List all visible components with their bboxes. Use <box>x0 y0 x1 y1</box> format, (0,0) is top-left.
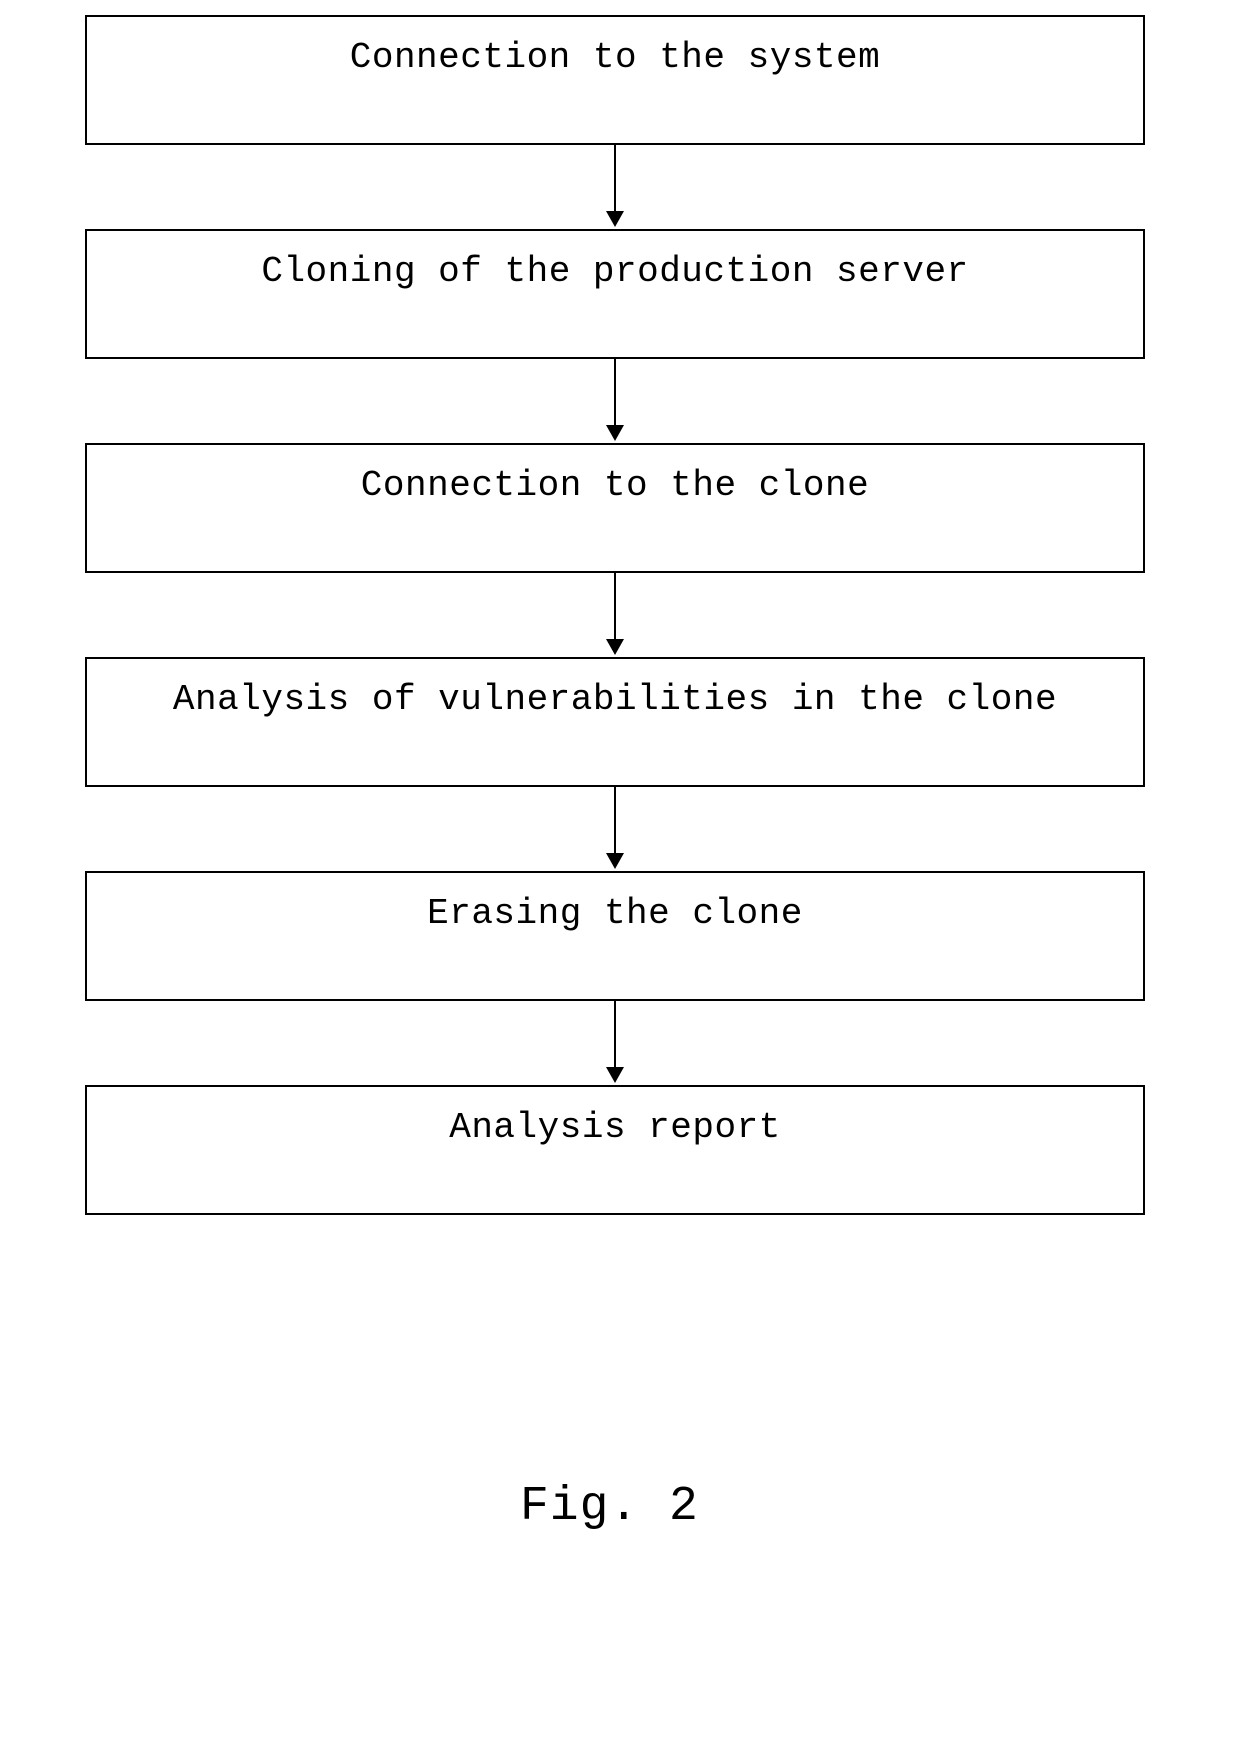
flow-node: Connection to the system <box>85 15 1145 145</box>
figure-caption: Fig. 2 <box>520 1480 699 1534</box>
flow-node-label: Connection to the clone <box>361 463 869 508</box>
flow-node-label: Connection to the system <box>350 35 880 80</box>
flow-node: Analysis of vulnerabilities in the clone <box>85 657 1145 787</box>
flow-node-label: Analysis of vulnerabilities in the clone <box>173 677 1057 722</box>
flow-arrow <box>614 787 616 867</box>
flow-node-label: Erasing the clone <box>427 891 803 936</box>
flow-node-label: Analysis report <box>449 1105 781 1150</box>
flow-arrow <box>614 145 616 225</box>
figure-caption-text: Fig. 2 <box>520 1480 699 1534</box>
flow-arrow <box>614 573 616 653</box>
flow-arrow <box>614 359 616 439</box>
flow-node: Connection to the clone <box>85 443 1145 573</box>
flow-node-label: Cloning of the production server <box>261 249 968 294</box>
flowchart-canvas: Connection to the system Cloning of the … <box>0 0 1240 1748</box>
flow-arrow <box>614 1001 616 1081</box>
flow-node: Cloning of the production server <box>85 229 1145 359</box>
flow-node: Erasing the clone <box>85 871 1145 1001</box>
flow-node: Analysis report <box>85 1085 1145 1215</box>
